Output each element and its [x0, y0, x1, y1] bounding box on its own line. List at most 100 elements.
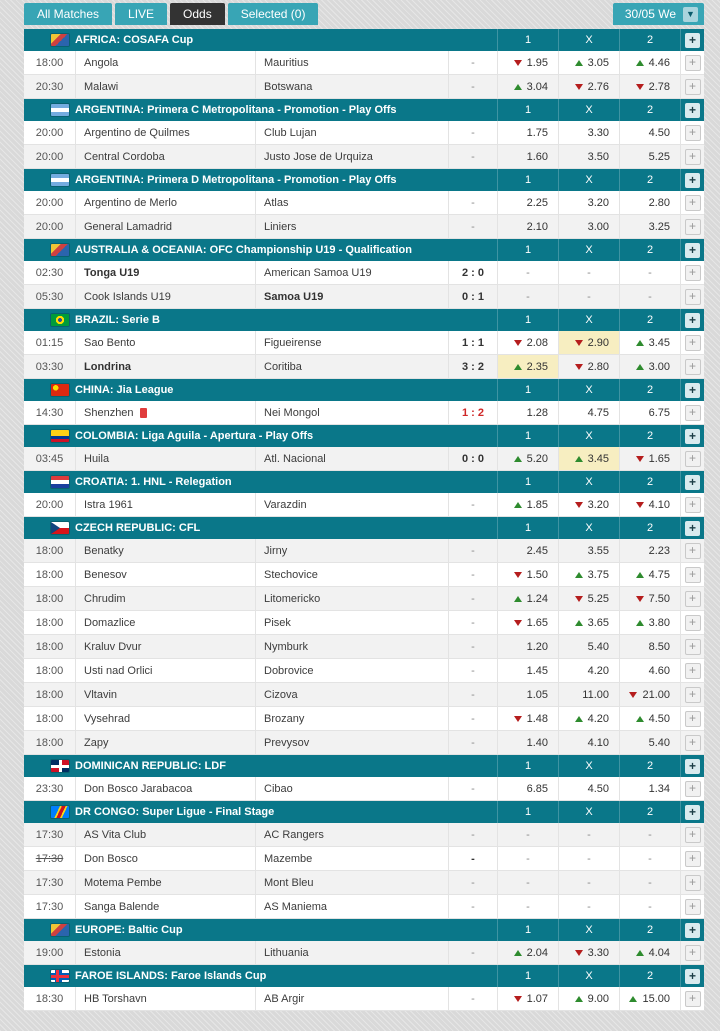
- odds-2-cell[interactable]: -: [619, 823, 680, 846]
- odds-2-cell[interactable]: 4.46: [619, 51, 680, 74]
- odds-1-cell[interactable]: 1.48: [497, 707, 558, 730]
- odds-x-cell[interactable]: 4.75: [558, 401, 619, 424]
- match-row[interactable]: 20:30 Malawi Botswana - 3.04 2.76 2.78 +: [24, 75, 704, 99]
- add-match-button[interactable]: +: [684, 358, 701, 375]
- odds-1-cell[interactable]: 1.20: [497, 635, 558, 658]
- odds-x-cell[interactable]: -: [558, 895, 619, 918]
- odds-x-cell[interactable]: 3.65: [558, 611, 619, 634]
- add-match-button[interactable]: +: [684, 450, 701, 467]
- odds-x-cell[interactable]: -: [558, 261, 619, 284]
- odds-x-cell[interactable]: 3.30: [558, 121, 619, 144]
- odds-2-cell[interactable]: 4.50: [619, 121, 680, 144]
- add-league-button[interactable]: +: [685, 804, 700, 820]
- match-row[interactable]: 01:15 Sao Bento Figueirense 1 : 1 2.08 2.90 3.…: [24, 331, 704, 355]
- add-match-button[interactable]: +: [684, 780, 701, 797]
- match-row[interactable]: 18:00 Chrudim Litomericko - 1.24 5.25 7.50 +: [24, 587, 704, 611]
- add-match-button[interactable]: +: [684, 542, 701, 559]
- odds-2-cell[interactable]: 3.00: [619, 355, 680, 378]
- add-match-button[interactable]: +: [684, 78, 701, 95]
- odds-1-cell[interactable]: 1.40: [497, 731, 558, 754]
- odds-2-cell[interactable]: 4.60: [619, 659, 680, 682]
- odds-x-cell[interactable]: 2.76: [558, 75, 619, 98]
- add-league-button[interactable]: +: [685, 520, 700, 536]
- odds-2-cell[interactable]: 1.34: [619, 777, 680, 800]
- add-match-button[interactable]: +: [684, 874, 701, 891]
- match-row[interactable]: 20:00 Central Cordoba Justo Jose de Urquiz…: [24, 145, 704, 169]
- odds-2-cell[interactable]: 5.25: [619, 145, 680, 168]
- add-league-button[interactable]: +: [685, 312, 700, 328]
- add-match-button[interactable]: +: [684, 710, 701, 727]
- add-match-button[interactable]: +: [684, 614, 701, 631]
- odds-1-cell[interactable]: 1.07: [497, 987, 558, 1010]
- add-match-button[interactable]: +: [684, 686, 701, 703]
- add-league-button[interactable]: +: [685, 32, 700, 48]
- odds-2-cell[interactable]: -: [619, 261, 680, 284]
- odds-2-cell[interactable]: 15.00: [619, 987, 680, 1010]
- add-match-button[interactable]: +: [684, 826, 701, 843]
- add-match-button[interactable]: +: [684, 566, 701, 583]
- add-league-button[interactable]: +: [685, 758, 700, 774]
- odds-1-cell[interactable]: -: [497, 261, 558, 284]
- odds-2-cell[interactable]: 2.23: [619, 539, 680, 562]
- odds-1-cell[interactable]: -: [497, 285, 558, 308]
- match-row[interactable]: 18:00 Vysehrad Brozany - 1.48 4.20 4.50 +: [24, 707, 704, 731]
- match-row[interactable]: 18:00 Zapy Prevysov - 1.40 4.10 5.40 +: [24, 731, 704, 755]
- match-row[interactable]: 18:00 Kraluv Dvur Nymburk - 1.20 5.40 8.50 +: [24, 635, 704, 659]
- match-row[interactable]: 20:00 Argentino de Merlo Atlas - 2.25 3.20 2.8…: [24, 191, 704, 215]
- match-row[interactable]: 17:30 Motema Pembe Mont Bleu - - - - +: [24, 871, 704, 895]
- odds-2-cell[interactable]: 4.04: [619, 941, 680, 964]
- add-match-button[interactable]: +: [684, 264, 701, 281]
- odds-x-cell[interactable]: 4.50: [558, 777, 619, 800]
- odds-2-cell[interactable]: 7.50: [619, 587, 680, 610]
- match-row[interactable]: 20:00 Istra 1961 Varazdin - 1.85 3.20 4.10 +: [24, 493, 704, 517]
- odds-x-cell[interactable]: -: [558, 871, 619, 894]
- match-row[interactable]: 18:00 Vltavin Cizova - 1.05 11.00 21.00 +: [24, 683, 704, 707]
- add-match-button[interactable]: +: [684, 850, 701, 867]
- odds-1-cell[interactable]: -: [497, 823, 558, 846]
- add-league-button[interactable]: +: [685, 474, 700, 490]
- add-league-button[interactable]: +: [685, 968, 700, 984]
- odds-1-cell[interactable]: -: [497, 847, 558, 870]
- odds-1-cell[interactable]: 2.25: [497, 191, 558, 214]
- odds-1-cell[interactable]: 1.75: [497, 121, 558, 144]
- odds-1-cell[interactable]: 1.50: [497, 563, 558, 586]
- match-row[interactable]: 20:00 General Lamadrid Liniers - 2.10 3.00 3.2…: [24, 215, 704, 239]
- add-match-button[interactable]: +: [684, 218, 701, 235]
- odds-2-cell[interactable]: 6.75: [619, 401, 680, 424]
- add-league-button[interactable]: +: [685, 242, 700, 258]
- match-row[interactable]: 18:00 Domazlice Pisek - 1.65 3.65 3.80 +: [24, 611, 704, 635]
- odds-x-cell[interactable]: 11.00: [558, 683, 619, 706]
- match-row[interactable]: 14:30 Shenzhen Nei Mongol 1 : 2 1.28 4.75 6.75…: [24, 401, 704, 425]
- odds-1-cell[interactable]: 2.04: [497, 941, 558, 964]
- match-row[interactable]: 18:00 Benatky Jirny - 2.45 3.55 2.23 +: [24, 539, 704, 563]
- odds-1-cell[interactable]: 1.05: [497, 683, 558, 706]
- add-match-button[interactable]: +: [684, 638, 701, 655]
- odds-2-cell[interactable]: -: [619, 847, 680, 870]
- add-match-button[interactable]: +: [684, 54, 701, 71]
- odds-1-cell[interactable]: 1.85: [497, 493, 558, 516]
- odds-x-cell[interactable]: 3.00: [558, 215, 619, 238]
- odds-2-cell[interactable]: -: [619, 871, 680, 894]
- odds-x-cell[interactable]: 3.75: [558, 563, 619, 586]
- match-row[interactable]: 23:30 Don Bosco Jarabacoa Cibao - 6.85 4.50 1.…: [24, 777, 704, 801]
- add-match-button[interactable]: +: [684, 734, 701, 751]
- odds-1-cell[interactable]: 6.85: [497, 777, 558, 800]
- add-match-button[interactable]: +: [684, 404, 701, 421]
- tab-selected[interactable]: Selected (0): [227, 3, 319, 25]
- odds-x-cell[interactable]: 2.80: [558, 355, 619, 378]
- odds-1-cell[interactable]: 1.45: [497, 659, 558, 682]
- match-row[interactable]: 02:30 Tonga U19 American Samoa U19 2 : 0---…: [24, 261, 704, 285]
- odds-1-cell[interactable]: 2.10: [497, 215, 558, 238]
- odds-2-cell[interactable]: 5.40: [619, 731, 680, 754]
- add-league-button[interactable]: +: [685, 922, 700, 938]
- match-row[interactable]: 17:30 Don Bosco Mazembe - - - - +: [24, 847, 704, 871]
- odds-2-cell[interactable]: 3.25: [619, 215, 680, 238]
- odds-2-cell[interactable]: -: [619, 895, 680, 918]
- tab-live[interactable]: LIVE: [115, 3, 168, 25]
- odds-x-cell[interactable]: 3.45: [558, 447, 619, 470]
- add-match-button[interactable]: +: [684, 944, 701, 961]
- add-match-button[interactable]: +: [684, 194, 701, 211]
- odds-1-cell[interactable]: 1.60: [497, 145, 558, 168]
- odds-x-cell[interactable]: -: [558, 285, 619, 308]
- odds-1-cell[interactable]: -: [497, 895, 558, 918]
